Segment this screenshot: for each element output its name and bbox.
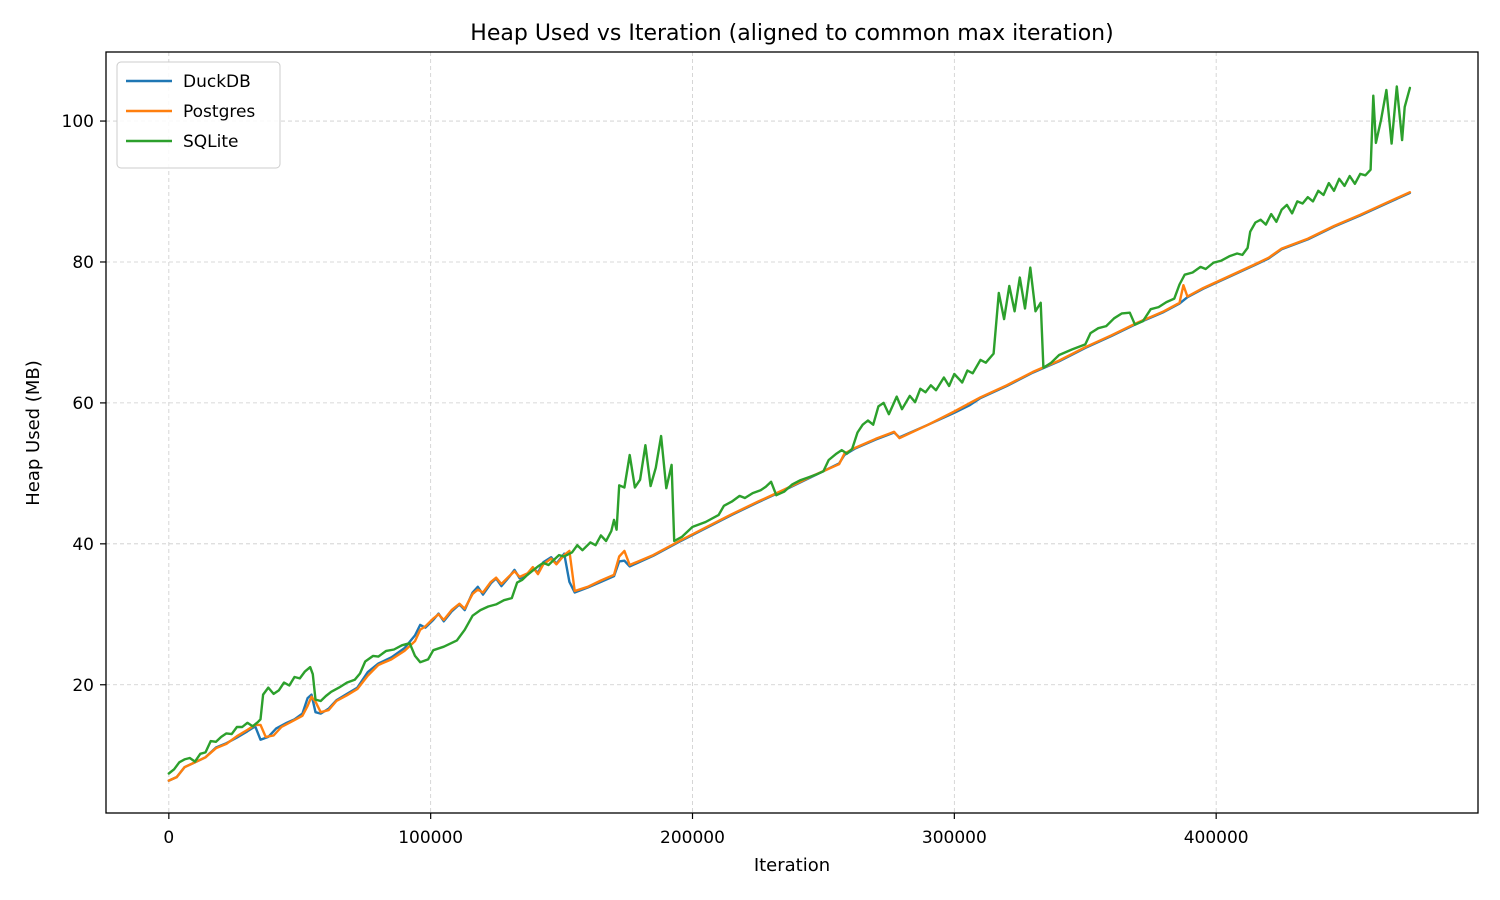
y-axis-label: Heap Used (MB) xyxy=(23,360,44,506)
legend-label-postgres: Postgres xyxy=(183,102,255,122)
y-tick-label: 20 xyxy=(72,676,94,696)
x-tick-label: 400000 xyxy=(1184,828,1249,848)
y-tick-label: 80 xyxy=(72,253,94,273)
x-tick-label: 0 xyxy=(163,828,174,848)
x-tick-label: 200000 xyxy=(660,828,725,848)
tick-layer: 0 100000 200000 300000 400000 20 40 60 80 100 xyxy=(62,112,1249,848)
y-tick-label: 40 xyxy=(72,535,94,555)
chart-title: Heap Used vs Iteration (aligned to commo… xyxy=(470,21,1113,46)
plot-frame xyxy=(105,51,1479,814)
y-tick-label: 100 xyxy=(62,112,94,132)
x-tick-label: 300000 xyxy=(922,828,987,848)
y-tick-label: 60 xyxy=(72,394,94,414)
legend-label-duckdb: DuckDB xyxy=(183,72,251,92)
legend: DuckDB Postgres SQLite xyxy=(116,61,281,169)
grid-layer xyxy=(106,52,1478,813)
series-line-postgres xyxy=(167,191,1412,782)
legend-label-sqlite: SQLite xyxy=(183,132,239,152)
x-tick-label: 100000 xyxy=(398,828,463,848)
x-axis-label: Iteration xyxy=(754,855,830,876)
series-line-sqlite xyxy=(167,85,1412,775)
series-layer xyxy=(167,85,1412,782)
